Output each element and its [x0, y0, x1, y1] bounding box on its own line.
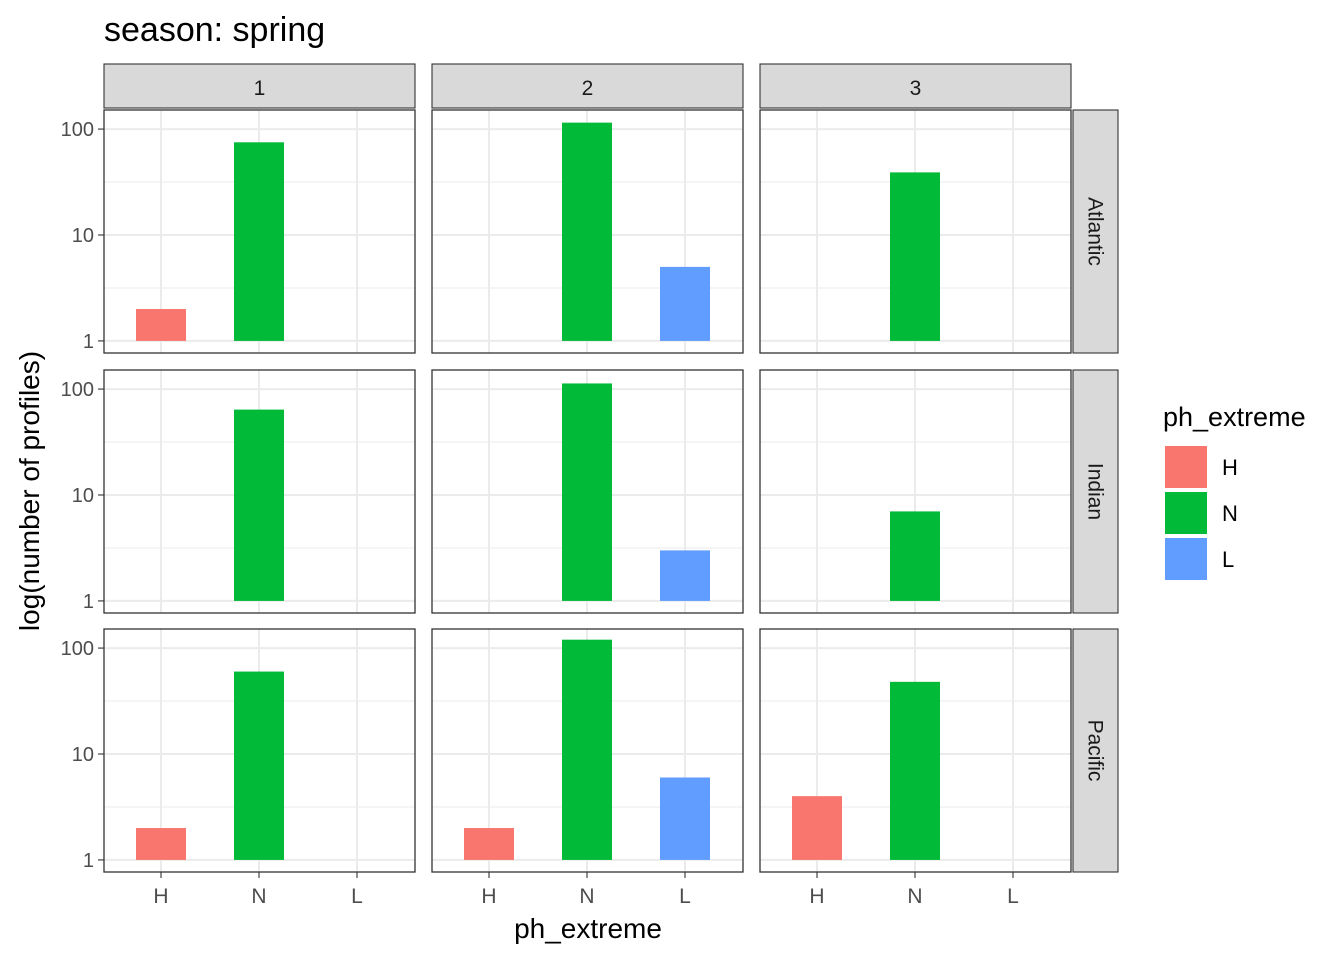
row-strip-label: Atlantic: [1084, 197, 1107, 266]
y-tick-label: 10: [72, 744, 94, 766]
legend-label: H: [1222, 455, 1238, 480]
facet-panels: 1 2 3AtlanticIndianPacific1101001101001101…: [61, 63, 1119, 908]
x-tick-label: N: [579, 885, 594, 908]
facet-panel: 1 10 100: [61, 369, 416, 614]
col-strip: [103, 63, 416, 109]
bar-n: [234, 409, 284, 601]
bar-l: [660, 266, 710, 341]
x-tick-label: H: [809, 885, 824, 908]
y-tick-label: 10: [72, 485, 94, 507]
panel-border: [431, 109, 744, 354]
bar-h: [464, 828, 514, 860]
legend: ph_extreme HNL: [1163, 402, 1306, 580]
y-tick-label: 1: [83, 591, 94, 613]
row-strip: [1072, 369, 1119, 614]
col-strip-label: 2: [582, 77, 594, 100]
y-tick-label: 100: [61, 638, 94, 660]
x-tick-label: L: [351, 885, 363, 908]
panel-border: [431, 369, 744, 614]
y-axis-label: log(number of profiles): [14, 351, 45, 631]
legend-key-n: [1165, 492, 1207, 534]
row-strip: [1072, 628, 1119, 873]
panel-border: [103, 369, 416, 614]
bar-h: [792, 796, 842, 860]
panel-border: [759, 369, 1072, 614]
bar-h: [136, 828, 186, 860]
facet-panel: 1 10 100: [61, 109, 416, 354]
x-tick-label: N: [907, 885, 922, 908]
x-axis-label: ph_extreme: [514, 913, 662, 944]
x-tick-label: L: [679, 885, 691, 908]
x-tick-label: N: [251, 885, 266, 908]
panel-border: [103, 109, 416, 354]
legend-title: ph_extreme: [1163, 402, 1306, 432]
x-tick-label: L: [1007, 885, 1019, 908]
chart-title: season: spring: [104, 11, 325, 49]
row-strip-label: Indian: [1084, 463, 1107, 520]
bar-n: [562, 383, 612, 601]
row-strip-label: Pacific: [1084, 720, 1107, 782]
bar-n: [890, 172, 940, 341]
legend-label: L: [1222, 547, 1234, 572]
y-tick-label: 1: [83, 850, 94, 872]
bar-n: [234, 671, 284, 860]
facet-panel: [759, 109, 1072, 354]
facet-panel: [431, 109, 744, 354]
bar-h: [136, 309, 186, 341]
bar-n: [562, 122, 612, 341]
x-tick-label: H: [153, 885, 168, 908]
bar-n: [562, 639, 612, 860]
col-strip: [431, 63, 744, 109]
facet-panel: 1 10 100 H N L: [61, 628, 416, 908]
bar-n: [890, 681, 940, 860]
y-tick-label: 100: [61, 379, 94, 401]
x-tick-label: H: [481, 885, 496, 908]
facet-panel: [431, 369, 744, 614]
y-tick-label: 10: [72, 225, 94, 247]
panel-border: [759, 109, 1072, 354]
legend-key-l: [1165, 538, 1207, 580]
bar-l: [660, 550, 710, 601]
bar-l: [660, 777, 710, 860]
col-strip-label: 3: [910, 77, 922, 100]
bar-n: [234, 142, 284, 341]
legend-key-h: [1165, 446, 1207, 488]
col-strip: [759, 63, 1072, 109]
row-strip: [1072, 109, 1119, 354]
facet-panel: [759, 369, 1072, 614]
y-tick-label: 1: [83, 331, 94, 353]
legend-label: N: [1222, 501, 1238, 526]
bar-n: [890, 511, 940, 601]
col-strip-label: 1: [254, 77, 266, 100]
y-tick-label: 100: [61, 119, 94, 141]
